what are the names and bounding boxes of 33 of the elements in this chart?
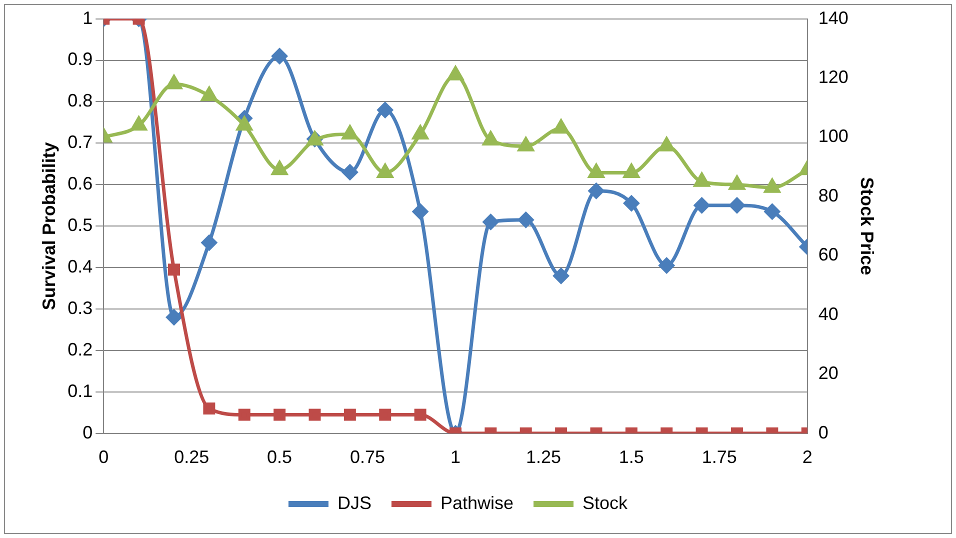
x-tick-label: 0.5 [267,447,292,468]
y-tick-label: 0.6 [68,174,93,194]
y2-tick-label: 40 [818,304,838,324]
x-tick-label: 1.25 [526,447,561,468]
x-tick-label: 1.5 [618,447,644,468]
y2-axis-title: Stock Price [857,177,878,276]
y-tick-label: 0.9 [68,49,93,70]
y2-tick-label: 140 [818,8,848,28]
y-tick-label: 0.2 [68,339,93,360]
y-tick-label: 0.5 [68,215,93,236]
y2-tick-label: 120 [818,66,848,87]
y-tick-label: 0 [82,422,93,442]
y-tick-label: 0.3 [68,298,93,318]
y-tick-label: 1 [82,8,93,28]
x-tick-label: 1.75 [702,447,737,468]
y-tick-label: 0.7 [68,132,93,152]
x-tick-label: 0 [98,447,109,468]
y-tick-label: 0.4 [68,256,93,277]
legend-label: DJS [337,492,372,513]
x-tick-label: 0.25 [174,447,210,468]
legend-label: Pathwise [440,492,514,513]
x-tick-label: 1 [450,447,461,468]
y-tick-label: 0.1 [68,380,93,401]
y2-tick-label: 80 [818,185,838,206]
x-tick-label: 2 [802,447,812,468]
y2-tick-label: 100 [818,126,848,146]
x-tick-label: 0.75 [350,447,386,468]
y2-tick-label: 0 [818,422,828,442]
legend-label: Stock [582,492,629,513]
y2-tick-label: 20 [818,363,838,384]
y2-tick-label: 60 [818,244,838,265]
y-tick-label: 0.8 [68,90,93,111]
y-axis-title: Survival Probability [38,142,59,310]
